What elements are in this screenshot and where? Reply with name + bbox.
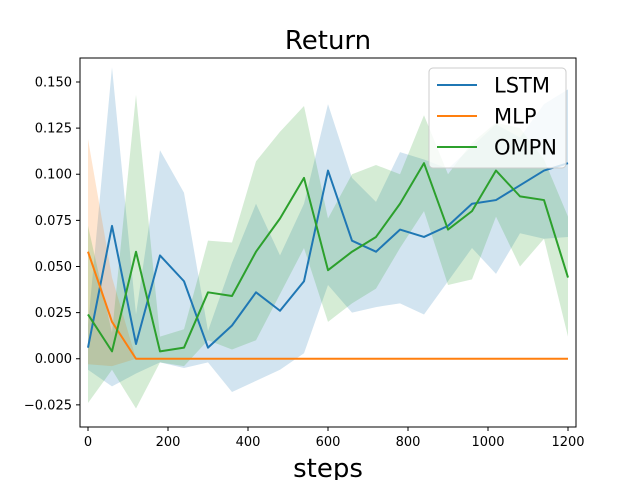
legend-box	[428, 67, 567, 169]
x-tick-label: 1200	[551, 435, 584, 450]
y-axis: −0.025 0.000 0.025 0.050 0.075 0.100 0.125 0.15…	[24, 75, 80, 413]
lstm-legend-label: LSTM	[494, 74, 550, 98]
lstm-data-points	[87, 163, 569, 348]
confidence-bands	[88, 67, 568, 409]
x-tick-label: 200	[156, 435, 181, 450]
x-tick-label: 400	[236, 435, 261, 450]
x-tick-label: 800	[396, 435, 421, 450]
ompn-data-points	[87, 163, 569, 352]
ompn-legend-label: OMPN	[494, 136, 557, 160]
series-lines	[87, 162, 569, 360]
legend: LSTM MLP OMPN	[428, 67, 567, 169]
y-tick-label: 0.075	[35, 214, 72, 229]
y-tick-label: 0.050	[35, 260, 72, 275]
ompn-confidence-band	[88, 94, 568, 409]
y-tick-label: 0.025	[35, 306, 72, 321]
lstm-confidence-band	[88, 67, 568, 392]
mlp-legend-label: MLP	[494, 105, 536, 129]
mlp-data-points	[87, 251, 569, 359]
y-tick-label: 0.150	[35, 75, 72, 90]
x-tick-label: 600	[316, 435, 341, 450]
x-axis: 0 200 400 600 800 1000 1200	[84, 427, 585, 450]
y-tick-label: −0.025	[24, 398, 72, 413]
y-tick-label: 0.100	[35, 168, 72, 183]
chart-title: Return	[285, 26, 371, 56]
x-axis-label: steps	[293, 454, 363, 480]
x-tick-label: 0	[84, 435, 92, 450]
y-tick-label: 0.125	[35, 122, 72, 137]
x-tick-label: 1000	[471, 435, 504, 450]
y-tick-label: 0.000	[35, 352, 72, 367]
